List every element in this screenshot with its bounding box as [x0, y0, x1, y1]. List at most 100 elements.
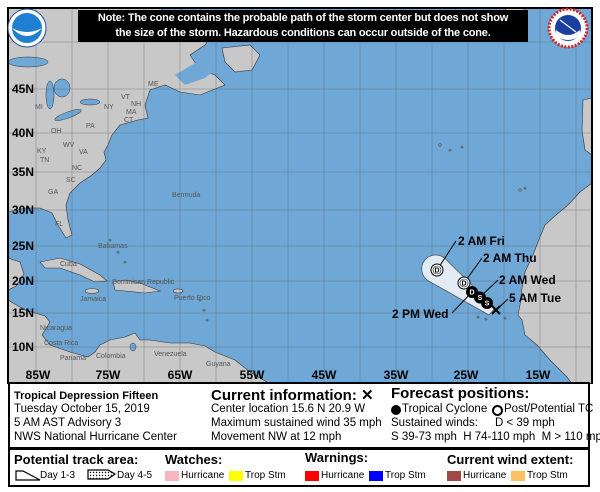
- state-label: NH: [131, 101, 141, 108]
- warning-hurricane-label: Hurricane: [321, 470, 365, 481]
- forecast-title: Forecast positions:: [391, 385, 530, 402]
- storm-name: Tropical Depression Fifteen: [14, 390, 159, 402]
- lat-label: 30N: [12, 203, 34, 217]
- land: [8, 8, 592, 384]
- issuing-center: NWS National Hurricane Center: [14, 431, 177, 443]
- lat-label: 45N: [12, 82, 34, 96]
- wind-trop-stm-swatch: [511, 471, 525, 481]
- open-circle-icon: [492, 405, 503, 416]
- point-symbol: D: [434, 268, 439, 275]
- lon-label: 45W: [312, 368, 337, 382]
- wind-hurricane-swatch: [447, 471, 461, 481]
- jamaica: [84, 288, 100, 294]
- sustained-winds-label: Sustained winds:: [391, 417, 478, 429]
- wind-extent-title: Current wind extent:: [447, 452, 574, 467]
- note-line-2: the size of the storm. Hazardous conditi…: [115, 27, 491, 39]
- north-america: [8, 8, 226, 239]
- small-islands: [108, 143, 527, 322]
- lon-label: 65W: [168, 368, 193, 382]
- label-5am-tue: 5 AM Tue: [509, 291, 561, 305]
- state-label: GA: [48, 189, 58, 196]
- day45-cone-icon: [87, 469, 116, 480]
- label-2am-thu: 2 AM Thu: [483, 251, 537, 265]
- place-label: Costa Rica: [44, 340, 78, 347]
- place-label: Dominican Republic: [112, 279, 175, 286]
- cuba: [39, 257, 108, 283]
- state-label: CT: [124, 117, 134, 124]
- lat-label: 35N: [12, 165, 34, 179]
- place-label: Puerto Rico: [174, 295, 211, 302]
- center-location: Center location 15.6 N 20.9 W: [211, 403, 366, 415]
- warning-hurricane-swatch: [305, 471, 319, 481]
- point-symbol: S: [485, 301, 490, 308]
- lon-label: 75W: [96, 368, 121, 382]
- yucatan: [8, 257, 25, 291]
- state-label: FL: [55, 221, 63, 228]
- track-points: D D D S S: [430, 263, 501, 315]
- lon-label: 25W: [454, 368, 479, 382]
- place-label: Nicaragua: [40, 325, 72, 332]
- state-label: OH: [51, 128, 62, 135]
- label-2am-fri: 2 AM Fri: [458, 234, 505, 248]
- current-position-x-icon[interactable]: [491, 305, 501, 315]
- advisory-date: Tuesday October 15, 2019: [14, 403, 150, 415]
- tropical-cyclone-key: Tropical Cyclone: [402, 403, 488, 415]
- d-range: D < 39 mph: [495, 417, 555, 429]
- puerto-rico: [172, 288, 184, 294]
- warning-trop-stm-swatch: [369, 471, 383, 481]
- point-symbol: D: [461, 281, 466, 288]
- wind-trop-stm-label: Trop Stm: [527, 470, 568, 481]
- point-symbol: D: [469, 290, 474, 297]
- state-label: NC: [72, 165, 82, 172]
- note-line-1: Note: The cone contains the probable pat…: [97, 12, 509, 24]
- state-label: ME: [148, 81, 159, 88]
- hispaniola: [112, 279, 162, 294]
- lon-label: 55W: [240, 368, 265, 382]
- advisory-number: 5 AM AST Advisory 3: [14, 417, 122, 429]
- cone-disclaimer-note: Note: The cone contains the probable pat…: [78, 10, 528, 42]
- movement: Movement NW at 12 mph: [211, 431, 342, 443]
- place-label: Venezuela: [154, 351, 187, 358]
- place-labels: Bermuda Bahamas Cuba Dominican Republic …: [40, 192, 231, 368]
- post-potential-key: Post/Potential TC: [504, 403, 594, 415]
- label-2pm-wed: 2 PM Wed: [392, 307, 448, 321]
- forecast-cone-map: ME VT NH MA CT NY MI PA OH WV VA KY TN N…: [7, 7, 593, 384]
- day45-label: Day 4-5: [117, 470, 153, 481]
- state-label: WV: [63, 142, 75, 149]
- lon-label: 85W: [26, 368, 51, 382]
- lat-label: 40N: [12, 126, 34, 140]
- watch-hurricane-swatch: [165, 471, 179, 481]
- state-label: MA: [126, 109, 137, 116]
- place-label: Guyana: [206, 361, 231, 368]
- place-label: Bahamas: [98, 243, 128, 250]
- watch-trop-stm-swatch: [229, 471, 243, 481]
- warning-trop-stm-label: Trop Stm: [385, 470, 426, 481]
- forecast-point-tue-pm[interactable]: S: [481, 297, 493, 309]
- forecast-point-thu[interactable]: D: [457, 276, 471, 290]
- watches-title: Watches:: [165, 452, 223, 467]
- place-label: Cuba: [60, 261, 77, 268]
- warnings-title: Warnings:: [305, 450, 369, 465]
- latitude-labels: 45N 40N 35N 30N 25N 20N 15N 10N: [12, 82, 34, 354]
- watch-hurricane-label: Hurricane: [181, 470, 225, 481]
- africa: [517, 182, 592, 384]
- current-info-title: Current information: ✕: [211, 387, 374, 404]
- max-wind: Maximum sustained wind 35 mph: [211, 417, 382, 429]
- state-label: VT: [121, 94, 131, 101]
- track-labels: 2 AM Fri 2 AM Thu 2 AM Wed 5 AM Tue 2 PM…: [392, 234, 561, 321]
- forecast-point-fri[interactable]: D: [430, 263, 444, 277]
- watch-trop-stm-label: Trop Stm: [245, 470, 286, 481]
- state-label: TN: [40, 157, 49, 164]
- nws-logo: [547, 7, 589, 49]
- state-label: KY: [37, 148, 47, 155]
- filled-circle-icon: [391, 405, 401, 415]
- lakes: [8, 56, 218, 352]
- central-south-america: [8, 299, 271, 384]
- place-label: Bermuda: [172, 192, 201, 199]
- shm-ranges: S 39-73 mph H 74-110 mph M > 110 mph: [391, 431, 600, 443]
- lon-label: 35W: [384, 368, 409, 382]
- iberia: [581, 97, 592, 156]
- noaa-logo: [7, 8, 47, 48]
- legend-panel: Potential track area: Day 1-3 Day 4-5 Wa…: [8, 448, 590, 487]
- lat-label: 10N: [12, 340, 34, 354]
